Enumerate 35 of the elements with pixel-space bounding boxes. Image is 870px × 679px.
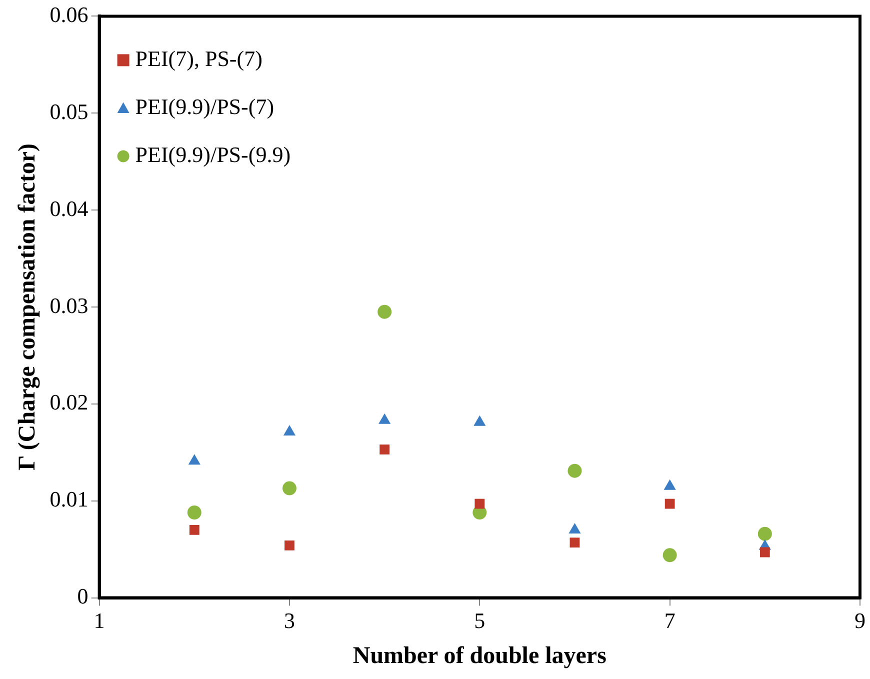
point bbox=[760, 547, 770, 558]
point bbox=[189, 524, 200, 535]
point bbox=[664, 498, 675, 509]
y-tick-label: 0.02 bbox=[50, 390, 88, 415]
x-tick-label: 7 bbox=[664, 608, 676, 633]
point bbox=[568, 464, 582, 478]
point bbox=[758, 526, 772, 541]
x-tick-label: 3 bbox=[284, 608, 295, 633]
point bbox=[188, 454, 200, 465]
point bbox=[380, 444, 390, 454]
y-tick-label: 0.06 bbox=[50, 2, 88, 27]
legend-label: PEI(9.9)/PS-(7) bbox=[135, 94, 274, 119]
point bbox=[662, 548, 677, 562]
y-axis-title: Γ (Charge compensation factor) bbox=[14, 144, 41, 470]
y-tick-label: 0.04 bbox=[50, 196, 88, 221]
y-tick-label: 0 bbox=[77, 584, 88, 609]
point bbox=[664, 479, 676, 490]
y-tick-label: 0.01 bbox=[50, 486, 88, 512]
point bbox=[570, 538, 580, 548]
point bbox=[282, 481, 296, 496]
x-axis-title: Number of double layers bbox=[352, 642, 606, 669]
point bbox=[474, 415, 486, 426]
x-tick-label: 9 bbox=[854, 608, 866, 633]
point bbox=[283, 425, 296, 436]
y-tick-label: 0.05 bbox=[50, 98, 88, 124]
point bbox=[284, 540, 294, 550]
point bbox=[474, 498, 485, 509]
legend-label: PEI(9.9)/PS-(9.9) bbox=[135, 142, 291, 167]
legend-label: PEI(7), PS-(7) bbox=[135, 46, 262, 71]
point bbox=[378, 413, 391, 424]
y-tick-label: 0.03 bbox=[50, 292, 88, 318]
point bbox=[187, 506, 202, 520]
point bbox=[378, 304, 392, 319]
x-tick-label: 1 bbox=[94, 608, 105, 633]
x-tick-label: 5 bbox=[474, 608, 486, 633]
